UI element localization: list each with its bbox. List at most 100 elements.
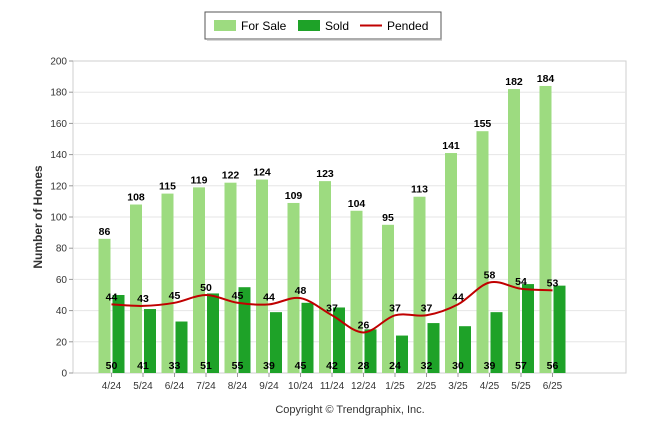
label-pended: 54 — [515, 276, 527, 288]
label-sold: 33 — [169, 360, 181, 372]
label-pended: 43 — [137, 293, 149, 305]
bar-sold — [175, 321, 188, 373]
copyright-footer: Copyright © Trendgraphix, Inc. — [275, 404, 424, 416]
legend-label-for-sale: For Sale — [241, 19, 287, 33]
y-axis-title: Number of Homes — [31, 165, 45, 269]
bar-for-sale — [382, 224, 394, 373]
x-tick-label: 3/25 — [448, 381, 468, 392]
x-tick-label: 11/24 — [320, 381, 345, 392]
label-for-sale: 123 — [316, 168, 334, 180]
x-tick-label: 7/24 — [196, 381, 216, 392]
x-tick-label: 4/25 — [480, 381, 500, 392]
x-tick-label: 6/25 — [543, 381, 563, 392]
label-sold: 41 — [137, 360, 149, 372]
label-sold: 56 — [547, 360, 559, 372]
label-pended: 48 — [295, 285, 307, 297]
bar-sold — [112, 295, 125, 373]
y-tick-label: 60 — [56, 275, 68, 286]
legend-shadow — [207, 38, 442, 41]
x-tick-label: 1/25 — [385, 381, 405, 392]
bar-sold — [270, 312, 282, 373]
bar-sold — [207, 293, 219, 373]
legend: For Sale Sold Pended — [204, 11, 442, 41]
bar-sold — [553, 285, 566, 373]
bar-for-sale — [413, 196, 426, 373]
label-sold: 57 — [515, 360, 527, 372]
y-tick-label: 100 — [50, 213, 67, 224]
bar-for-sale — [287, 202, 300, 373]
bar-sold — [396, 335, 408, 373]
x-tick-label: 12/24 — [351, 381, 376, 392]
bar-for-sale — [256, 179, 268, 373]
bar-sold — [238, 287, 251, 373]
label-for-sale: 124 — [253, 167, 271, 179]
label-for-sale: 113 — [411, 184, 428, 196]
label-for-sale: 108 — [127, 192, 145, 204]
label-for-sale: 95 — [382, 212, 394, 224]
label-for-sale: 104 — [348, 198, 366, 210]
label-pended: 44 — [106, 291, 118, 303]
y-tick-label: 120 — [50, 181, 67, 192]
pended-line-path — [111, 280, 553, 334]
y-tick-label: 0 — [61, 369, 67, 380]
legend-label-sold: Sold — [325, 19, 349, 33]
bar-sold — [459, 326, 471, 373]
y-tick-label: 80 — [56, 244, 68, 255]
bar-for-sale — [539, 85, 552, 374]
bar-for-sale — [224, 182, 237, 373]
y-tick-label: 20 — [56, 337, 68, 348]
label-sold: 45 — [295, 360, 307, 372]
label-for-sale: 155 — [474, 118, 492, 130]
bar-sold — [144, 309, 156, 373]
x-tick-label: 4/24 — [102, 381, 122, 392]
x-tick-label: 2/25 — [417, 381, 437, 392]
label-for-sale: 182 — [505, 76, 523, 88]
label-for-sale: 86 — [99, 226, 111, 238]
label-pended: 37 — [389, 302, 401, 314]
bars — [98, 85, 566, 374]
label-pended: 44 — [452, 291, 464, 303]
label-sold: 50 — [106, 360, 118, 372]
bar-for-sale — [350, 210, 363, 373]
bar-sold — [427, 323, 440, 373]
y-tick-label: 200 — [50, 57, 67, 68]
label-pended: 37 — [326, 302, 338, 314]
x-tick-label: 6/24 — [165, 381, 185, 392]
x-tick-label: 5/25 — [511, 381, 531, 392]
label-for-sale: 141 — [442, 140, 460, 152]
bar-sold — [364, 329, 377, 373]
label-for-sale: 119 — [191, 174, 208, 186]
y-axis-ticks: 0 20 40 60 80 100 120 140 160 180 200 — [50, 57, 73, 380]
x-tick-label: 8/24 — [228, 381, 248, 392]
label-sold: 28 — [358, 360, 370, 372]
bar-sold — [333, 307, 345, 373]
label-sold: 30 — [452, 360, 464, 372]
label-pended: 45 — [232, 290, 244, 302]
x-axis-ticks: 4/24 5/24 6/24 7/24 8/24 9/24 10/24 11/24 12/24 1… — [102, 373, 563, 392]
label-pended: 45 — [169, 290, 181, 302]
label-sold: 39 — [484, 360, 496, 372]
bar-for-sale — [319, 181, 331, 373]
label-pended: 50 — [200, 282, 212, 294]
legend-box — [204, 11, 442, 40]
legend-swatch-sold — [298, 20, 320, 31]
bar-for-sale — [193, 187, 205, 373]
label-for-sale: 109 — [285, 190, 303, 202]
label-sold: 42 — [326, 360, 338, 372]
bar-for-sale — [161, 193, 174, 373]
legend-swatch-for-sale — [214, 20, 236, 31]
label-sold: 39 — [263, 360, 275, 372]
label-for-sale: 184 — [537, 73, 555, 85]
y-tick-label: 180 — [50, 88, 67, 99]
bar-sold — [490, 312, 503, 373]
x-tick-label: 9/24 — [259, 381, 279, 392]
label-pended: 26 — [358, 319, 370, 331]
y-tick-label: 40 — [56, 306, 68, 317]
bar-for-sale — [476, 131, 489, 373]
x-tick-label: 10/24 — [288, 381, 313, 392]
label-pended: 58 — [484, 270, 496, 282]
pended-line — [111, 280, 553, 334]
bar-for-sale — [445, 153, 457, 373]
